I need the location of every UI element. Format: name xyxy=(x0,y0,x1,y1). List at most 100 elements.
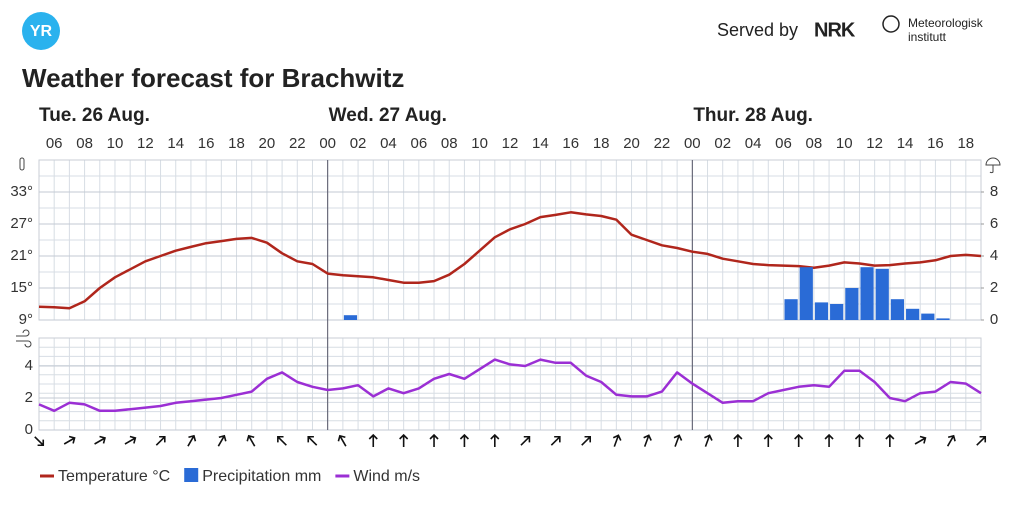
wind-arrow xyxy=(824,433,834,447)
wind-arrow xyxy=(217,434,227,447)
precip-bar xyxy=(890,299,905,320)
precip-bar xyxy=(875,268,889,320)
thermometer-icon xyxy=(19,157,25,171)
y2-tick-label: 4 xyxy=(990,247,998,264)
precip-bar xyxy=(860,267,874,320)
wind-arrow xyxy=(155,435,166,446)
wind-arrow xyxy=(459,433,469,447)
wind-arrow xyxy=(794,433,804,447)
wind-arrow xyxy=(277,435,287,446)
hour-label: 10 xyxy=(836,135,853,152)
legend-label: Temperature °C xyxy=(58,468,170,485)
precip-bar xyxy=(906,308,920,320)
chart-title: Weather forecast for Brachwitz xyxy=(22,63,404,93)
wind-arrow xyxy=(307,435,318,446)
hour-label: 20 xyxy=(623,135,640,152)
hour-label: 12 xyxy=(502,135,519,152)
yr-logo[interactable] xyxy=(22,12,60,50)
hour-label: 02 xyxy=(350,135,367,152)
day-label: Thur. 28 Aug. xyxy=(693,105,813,126)
y-tick-label: 33° xyxy=(10,183,33,200)
hour-label: 10 xyxy=(471,135,488,152)
wind-arrow xyxy=(704,434,713,447)
wind-tick-label: 0 xyxy=(25,421,33,438)
wind-arrow xyxy=(368,433,378,447)
hour-label: 14 xyxy=(167,135,184,152)
y-tick-label: 27° xyxy=(10,215,33,232)
hour-label: 08 xyxy=(806,135,823,152)
series-line xyxy=(38,211,982,310)
hour-label: 08 xyxy=(76,135,93,152)
wind-tick-label: 4 xyxy=(25,357,33,374)
wind-arrow xyxy=(581,435,592,446)
precip-bar xyxy=(921,313,935,320)
wind-arrow xyxy=(550,435,561,446)
met-name: institutt xyxy=(908,30,947,44)
wind-arrow xyxy=(429,433,439,447)
hour-label: 04 xyxy=(745,135,762,152)
y-tick-label: 9° xyxy=(19,311,33,328)
hour-label: 14 xyxy=(897,135,914,152)
wind-arrow xyxy=(490,433,500,447)
met-logo xyxy=(882,15,900,33)
wind-icon xyxy=(16,329,32,348)
precip-bar xyxy=(784,299,798,320)
precip-bar xyxy=(845,288,859,320)
hour-label: 20 xyxy=(259,135,276,152)
y2-tick-label: 6 xyxy=(990,215,998,232)
hour-label: 06 xyxy=(775,135,792,152)
precip-bar xyxy=(814,302,829,320)
wind-arrow xyxy=(976,435,987,446)
hour-label: 18 xyxy=(957,135,974,152)
wind-arrow xyxy=(63,435,76,445)
hour-label: 18 xyxy=(228,135,245,152)
y-tick-label: 21° xyxy=(10,247,33,264)
y2-tick-label: 8 xyxy=(990,183,998,200)
y2-tick-label: 0 xyxy=(990,311,998,328)
hour-label: 06 xyxy=(410,135,427,152)
hour-label: 22 xyxy=(289,135,306,152)
wind-arrow xyxy=(34,436,45,447)
served-by: Served by xyxy=(717,20,798,40)
hour-label: 06 xyxy=(46,135,63,152)
wind-arrow xyxy=(124,435,137,445)
wind-arrow xyxy=(337,434,347,447)
wind-arrow xyxy=(733,433,743,447)
wind-arrow xyxy=(673,434,683,447)
hour-label: 16 xyxy=(927,135,944,152)
wind-arrow xyxy=(885,433,895,447)
wind-tick-label: 2 xyxy=(25,389,33,406)
hour-label: 12 xyxy=(866,135,883,152)
wind-arrow xyxy=(914,435,927,445)
wind-arrow xyxy=(94,435,106,445)
wind-arrow xyxy=(520,435,531,446)
legend-label: Precipitation mm xyxy=(202,468,321,485)
legend-swatch xyxy=(184,468,199,482)
wind-arrow xyxy=(187,434,197,447)
hour-label: 02 xyxy=(714,135,731,152)
precip-bar xyxy=(830,304,844,320)
hour-label: 14 xyxy=(532,135,549,152)
hour-label: 16 xyxy=(562,135,579,152)
hour-label: 00 xyxy=(684,135,701,152)
hour-label: 12 xyxy=(137,135,154,152)
precip-bar xyxy=(343,315,358,320)
wind-arrow xyxy=(246,434,256,447)
wind-arrow xyxy=(854,433,865,447)
wind-arrow xyxy=(946,434,956,447)
series-line xyxy=(38,358,982,413)
umbrella-icon xyxy=(985,157,1001,174)
wind-arrow xyxy=(763,433,773,447)
day-label: Wed. 27 Aug. xyxy=(329,105,447,126)
nrk-logo[interactable]: NRK xyxy=(814,19,857,41)
hour-label: 08 xyxy=(441,135,458,152)
wind-arrow xyxy=(612,434,622,447)
hour-label: 04 xyxy=(380,135,397,152)
hour-label: 00 xyxy=(319,135,336,152)
wind-arrow xyxy=(399,433,409,447)
met-name: Meteorologisk xyxy=(908,16,984,30)
day-label: Tue. 26 Aug. xyxy=(39,105,150,126)
hour-label: 18 xyxy=(593,135,610,152)
hour-label: 22 xyxy=(654,135,671,152)
